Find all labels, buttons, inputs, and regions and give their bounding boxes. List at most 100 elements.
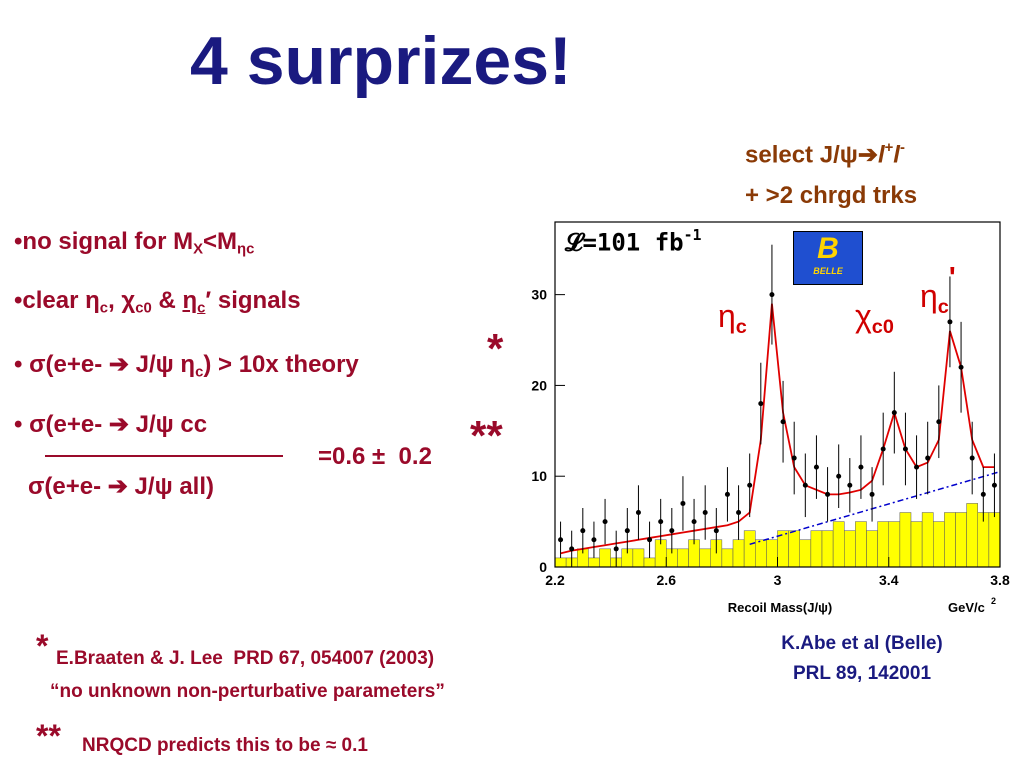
data-point xyxy=(780,419,786,425)
text: c xyxy=(99,300,109,317)
text: ηc xyxy=(237,241,255,258)
logo-letter: B xyxy=(817,232,839,265)
text: ) > 10x theory xyxy=(203,351,359,378)
data-point xyxy=(991,482,997,488)
text: signals xyxy=(211,287,301,314)
data-point xyxy=(558,537,564,543)
x-axis-unit: GeV/c xyxy=(948,600,985,615)
histogram-bar xyxy=(832,521,845,568)
histogram-bar xyxy=(966,503,978,568)
reference: E.Braaten & J. Lee PRD 67, 054007 (2003) xyxy=(56,648,435,669)
text: <M xyxy=(202,228,237,255)
selection: + >2 chrgd trks xyxy=(745,182,918,209)
text: η xyxy=(180,351,196,378)
peak-label: χc0 xyxy=(855,298,894,339)
histogram-bar xyxy=(743,530,756,568)
text: 𝓛=101 fb xyxy=(565,228,684,257)
histogram-bar xyxy=(899,512,912,568)
histogram-bar xyxy=(988,512,1001,568)
data-point xyxy=(647,537,653,543)
histogram-bar xyxy=(799,539,812,568)
data-point xyxy=(813,464,819,470)
text: c xyxy=(197,300,206,317)
text: + xyxy=(884,140,894,156)
data-point xyxy=(691,519,697,525)
data-point xyxy=(613,546,619,552)
x-tick-label: 2.6 xyxy=(657,572,677,588)
logo: B BELLE xyxy=(793,231,863,285)
histogram-bar xyxy=(933,521,945,568)
x-tick-label: 3.4 xyxy=(879,572,899,588)
data-point xyxy=(836,473,842,479)
text: ' xyxy=(948,262,956,294)
histogram-bar xyxy=(844,530,856,568)
text: X xyxy=(193,241,203,258)
histogram-bar xyxy=(755,539,767,568)
source: PRL 89, 142001 xyxy=(792,663,932,684)
histogram-bar xyxy=(877,521,889,568)
text: c xyxy=(195,364,204,381)
x-axis-unit-exp: 2 xyxy=(991,596,996,606)
data-point xyxy=(980,491,986,497)
text: select J/ψ➔ xyxy=(745,141,878,169)
data-point xyxy=(969,455,975,461)
text: c0 xyxy=(871,315,894,338)
ratio-result: =0.6 ± 0.2 xyxy=(318,443,432,470)
chart: 0 10 20 30 2.2 2.6 3 3.4 3.8 Recoil Mass(J/ψ) GeV/… xyxy=(531,221,1010,615)
text: • xyxy=(14,411,30,438)
data-point xyxy=(713,528,719,534)
reference: NRQCD predicts this to be ≈ 0.1 xyxy=(82,735,368,756)
data-point xyxy=(925,455,931,461)
text: • xyxy=(14,351,30,378)
text: c xyxy=(735,315,747,338)
data-point xyxy=(891,410,897,416)
data-point xyxy=(880,446,886,452)
histogram-bar xyxy=(677,548,689,568)
text: ′ xyxy=(205,287,212,314)
histogram-bar xyxy=(699,548,711,568)
text: (e+e- ➔ J/ψ cc xyxy=(45,411,208,438)
histogram-bar xyxy=(866,530,878,568)
histogram-bar xyxy=(643,557,656,568)
text: (e+e- ➔ J/ψ xyxy=(45,351,181,378)
luminosity: 𝓛=101 fb-1 xyxy=(565,226,702,256)
text: •no signal for M xyxy=(14,228,194,255)
data-point xyxy=(624,528,630,534)
footnote-mark: * xyxy=(36,628,49,664)
text: l xyxy=(893,141,900,169)
data-point xyxy=(602,519,608,525)
y-tick-label: 0 xyxy=(539,559,547,575)
x-tick-label: 3 xyxy=(774,572,782,588)
text: σ xyxy=(29,351,46,378)
text: η xyxy=(920,278,938,315)
histogram-bar xyxy=(888,521,901,568)
x-axis-label: Recoil Mass(J/ψ) xyxy=(728,600,832,615)
bullet: • σ(e+e- ➔ J/ψ cc xyxy=(14,410,207,439)
histogram-bar xyxy=(554,557,567,568)
data-point xyxy=(580,528,586,534)
bullet: •clear ηc, χc0 & ηc′ signals xyxy=(14,287,301,316)
histogram-bar xyxy=(732,539,745,568)
bullet: •no signal for MX<Mηc xyxy=(14,228,254,257)
histogram-bar xyxy=(599,548,611,568)
footnote-mark: ** xyxy=(36,718,61,754)
histogram-bar xyxy=(955,512,967,568)
fit-curve xyxy=(560,303,995,555)
text: , xyxy=(108,287,122,314)
source: K.Abe et al (Belle) xyxy=(781,633,943,654)
logo-text: BELLE xyxy=(813,266,843,276)
histogram-bar xyxy=(944,512,956,568)
background-curve xyxy=(749,470,1001,546)
data-point xyxy=(769,292,775,298)
data-point xyxy=(802,482,808,488)
footnote-mark: * xyxy=(487,325,504,372)
text: η xyxy=(718,298,736,334)
data-point xyxy=(858,464,864,470)
data-point xyxy=(847,482,853,488)
denominator: σ(e+e- ➔ J/ψ all) xyxy=(28,473,214,500)
data-point xyxy=(902,446,908,452)
data-point xyxy=(758,401,764,407)
footnote-mark: ** xyxy=(470,412,503,459)
peak-label: ηc' xyxy=(920,262,956,319)
